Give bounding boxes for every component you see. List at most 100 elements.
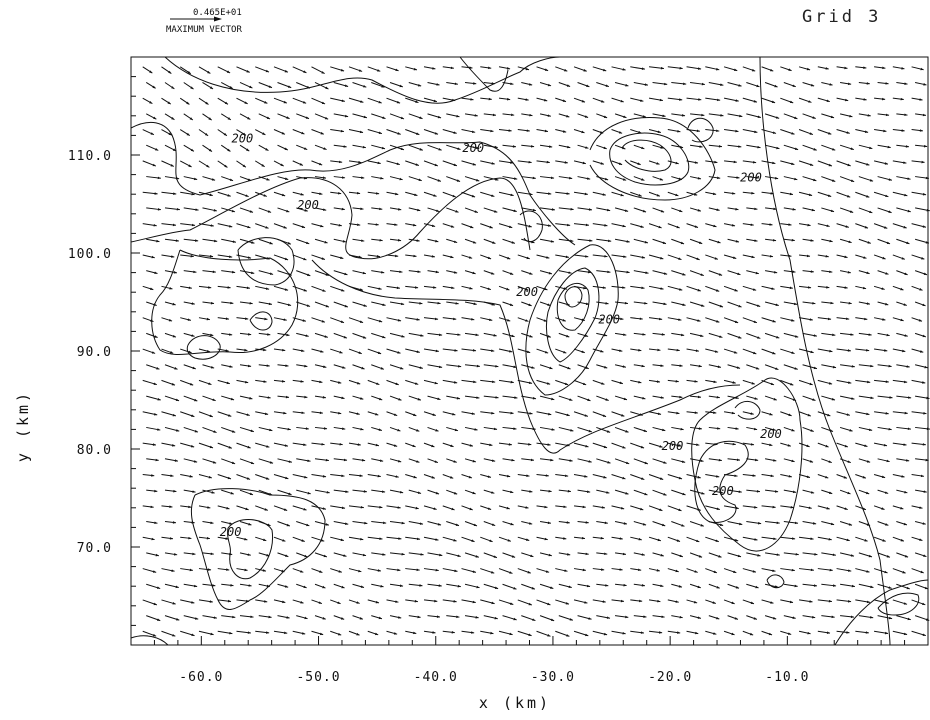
wind-vector-head bbox=[867, 241, 871, 244]
wind-vector-head bbox=[564, 382, 569, 386]
wind-vector-head bbox=[245, 194, 249, 197]
wind-vector-head bbox=[694, 225, 698, 228]
wind-vector-head bbox=[528, 522, 533, 525]
wind-vector-head bbox=[247, 445, 251, 449]
wind-vector-head bbox=[904, 113, 908, 117]
wind-vector-head bbox=[918, 319, 923, 322]
wind-vector-head bbox=[322, 585, 326, 589]
wind-vector-head bbox=[658, 631, 663, 634]
wind-vector-head bbox=[454, 349, 458, 352]
wind-vector-head bbox=[900, 318, 904, 322]
wind-vector-head bbox=[925, 241, 929, 244]
wind-vector-head bbox=[774, 490, 779, 493]
wind-vector-head bbox=[186, 101, 190, 105]
wind-vector-head bbox=[806, 444, 810, 448]
wind-vector-head bbox=[926, 427, 930, 431]
wind-vector-head bbox=[564, 68, 568, 72]
wind-vector-head bbox=[550, 586, 554, 589]
wind-vector-head bbox=[623, 522, 627, 525]
wind-vector-head bbox=[531, 240, 535, 244]
wind-vector-head bbox=[375, 412, 379, 416]
wind-vector-head bbox=[906, 241, 910, 245]
wind-vector-head bbox=[565, 474, 569, 478]
wind-vector-head bbox=[244, 101, 248, 104]
wind-vector-head bbox=[826, 224, 830, 228]
wind-vector-head bbox=[362, 553, 367, 557]
wind-vector-head bbox=[660, 256, 664, 260]
wind-vector-head bbox=[210, 521, 214, 525]
wind-vector-head bbox=[379, 207, 383, 211]
wind-vector-head bbox=[281, 131, 285, 135]
wind-vector-head bbox=[450, 66, 454, 70]
wind-vector-head bbox=[697, 508, 701, 511]
wind-vector-head bbox=[471, 631, 475, 634]
wind-vector-head bbox=[152, 443, 156, 446]
wind-vector-head bbox=[885, 272, 889, 275]
wind-vector-head bbox=[603, 445, 608, 449]
wind-vector-head bbox=[211, 178, 216, 181]
wind-vector-head bbox=[735, 207, 739, 211]
wind-vector-head bbox=[491, 162, 495, 165]
wind-vector-head bbox=[512, 145, 516, 148]
wind-vector-head bbox=[731, 601, 735, 605]
wind-vector-head bbox=[717, 240, 721, 244]
wind-vector-head bbox=[321, 101, 326, 104]
wind-vector-head bbox=[850, 179, 855, 182]
wind-vector-head bbox=[625, 615, 629, 619]
wind-vector-head bbox=[693, 600, 698, 604]
wind-vector-head bbox=[435, 270, 439, 274]
wind-vector-head bbox=[176, 207, 180, 211]
wind-vector-head bbox=[641, 286, 645, 290]
wind-vector-head bbox=[774, 176, 779, 180]
wind-vector-head bbox=[475, 555, 479, 558]
wind-vector-head bbox=[682, 492, 686, 496]
wind-vector-head bbox=[733, 160, 737, 164]
wind-vector-head bbox=[547, 83, 552, 87]
wind-vector-head bbox=[546, 160, 550, 164]
wind-vector-head bbox=[285, 395, 290, 399]
wind-vector-head bbox=[306, 304, 311, 307]
wind-vector-head bbox=[377, 474, 381, 478]
wind-vector-head bbox=[680, 333, 685, 337]
wind-vector-head bbox=[453, 600, 457, 603]
wind-vector-head bbox=[657, 599, 661, 603]
wind-vector-head bbox=[525, 319, 529, 322]
wind-vector-head bbox=[829, 568, 833, 572]
wind-vector-head bbox=[772, 616, 777, 620]
wind-vector-head bbox=[209, 193, 213, 197]
wind-vector-head bbox=[247, 553, 251, 556]
wind-vector-head bbox=[175, 239, 179, 242]
wind-vector-head bbox=[736, 176, 740, 179]
wind-vector-head bbox=[847, 491, 851, 495]
wind-vector-head bbox=[544, 350, 549, 354]
wind-vector-head bbox=[474, 428, 478, 431]
x-tick-label: -50.0 bbox=[296, 670, 340, 685]
wind-vector-head bbox=[247, 364, 252, 368]
wind-vector-head bbox=[547, 224, 552, 227]
wind-vector-head bbox=[882, 318, 886, 321]
wind-vector-head bbox=[229, 178, 234, 181]
wind-vector-head bbox=[413, 413, 417, 416]
wind-vector-head bbox=[889, 396, 893, 399]
wind-vector-head bbox=[207, 70, 211, 74]
wind-vector-head bbox=[468, 475, 472, 479]
wind-vector-head bbox=[663, 492, 667, 496]
wind-vector-head bbox=[338, 381, 342, 384]
wind-vector-head bbox=[585, 444, 589, 448]
wind-vector-head bbox=[364, 521, 368, 525]
wind-vector-head bbox=[774, 84, 778, 88]
wind-vector-head bbox=[870, 396, 874, 400]
wind-vector-head bbox=[378, 100, 382, 104]
wind-vector-head bbox=[382, 303, 386, 306]
wind-vector-head bbox=[544, 98, 548, 102]
wind-vector-head bbox=[566, 413, 570, 417]
wind-vector-head bbox=[698, 241, 703, 244]
wind-vector-head bbox=[546, 382, 551, 385]
wind-vector-head bbox=[416, 568, 420, 572]
wind-vector-head bbox=[582, 161, 586, 165]
wind-vector-head bbox=[677, 444, 682, 447]
wind-vector-head bbox=[320, 539, 325, 542]
wind-vector-head bbox=[435, 239, 439, 243]
wind-vector-head bbox=[489, 318, 493, 321]
wind-vector-head bbox=[341, 506, 346, 510]
